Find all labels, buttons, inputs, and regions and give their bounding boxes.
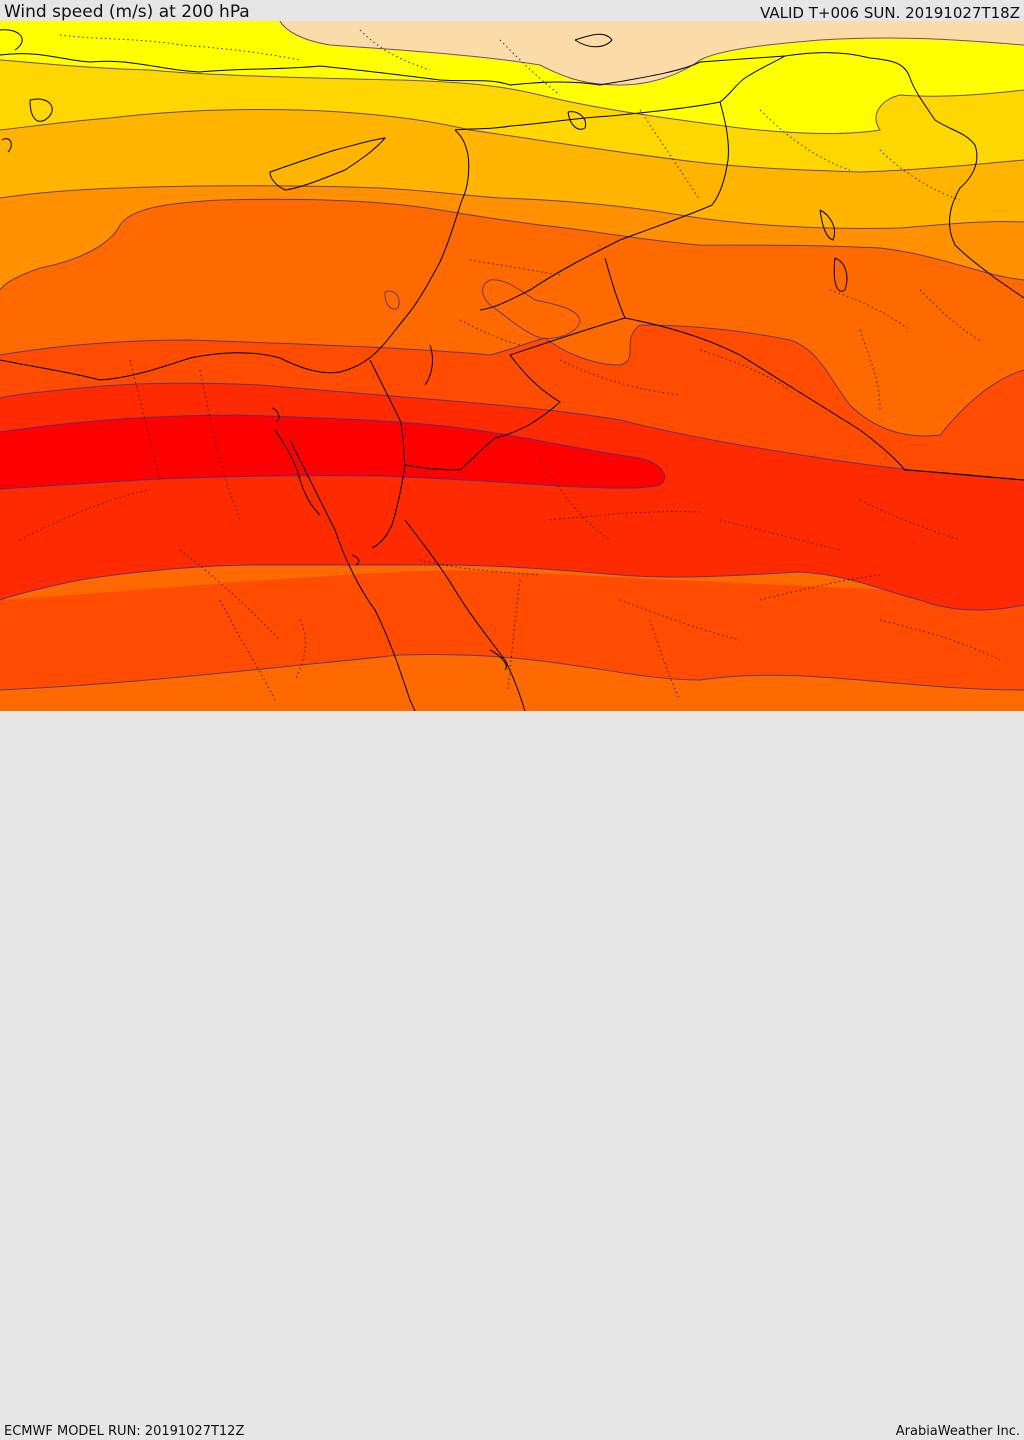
footer-bar: ECMWF MODEL RUN: 20191027T12Z ArabiaWeat… — [0, 711, 1024, 1439]
band-bottom-lower — [0, 654, 1024, 711]
band-peach — [280, 21, 1024, 85]
wind-speed-map — [0, 21, 1024, 711]
contour-lines — [0, 21, 1024, 691]
country-borders — [0, 29, 1024, 711]
band-amber — [0, 109, 1024, 229]
model-run: ECMWF MODEL RUN: 20191027T12Z — [4, 1424, 245, 1439]
band-yellow — [0, 21, 1024, 134]
band-gold — [0, 60, 1024, 172]
valid-time: VALID T+006 SUN. 20191027T18Z — [760, 4, 1020, 22]
band-dark-orange — [0, 199, 1024, 436]
map-title: Wind speed (m/s) at 200 hPa — [4, 2, 250, 22]
band-red-orange — [0, 325, 1024, 480]
band-orange — [0, 185, 1024, 290]
province-borders — [19, 29, 1001, 701]
header-bar: Wind speed (m/s) at 200 hPa VALID T+006 … — [0, 0, 1024, 22]
credit: ArabiaWeather Inc. — [895, 1424, 1020, 1439]
